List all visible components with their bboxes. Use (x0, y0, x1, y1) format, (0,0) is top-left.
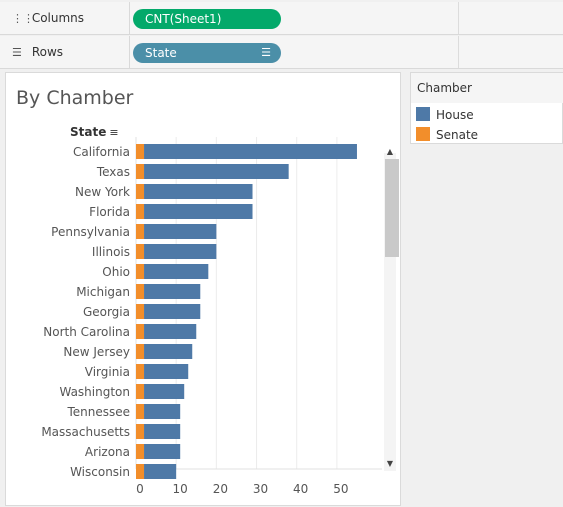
bar-chart: California Texas New York Florida Pennsylvan… (41, 137, 382, 496)
rows-shelf-label: ☰ Rows (0, 36, 130, 68)
bar-segment (136, 284, 145, 299)
scrollbar-thumb[interactable] (385, 159, 399, 257)
rows-shelf: ☰ Rows State ☰ (0, 36, 563, 69)
bar-segment (136, 304, 145, 319)
category-label: New Jersey (63, 345, 130, 359)
category-label: Pennsylvania (51, 225, 130, 239)
category-label: Illinois (92, 245, 130, 259)
bar-segment (144, 404, 181, 419)
bar-segment (144, 424, 181, 439)
bar-segment (136, 404, 145, 419)
bar-segment (144, 244, 217, 259)
x-tick-label: 0 (136, 482, 144, 496)
bar-segment (144, 344, 193, 359)
category-label: Massachusetts (41, 425, 130, 439)
category-label: North Carolina (43, 325, 130, 339)
bar-segment (136, 344, 145, 359)
bar-segment (136, 184, 145, 199)
bar-segment (136, 464, 145, 479)
bar-segment (144, 324, 197, 339)
bar-segment (136, 444, 145, 459)
x-tick-label: 40 (293, 482, 308, 496)
shelf-divider (458, 2, 459, 34)
bar-segment (136, 244, 145, 259)
bar-segment (144, 144, 357, 159)
columns-shelf: ⋮⋮ Columns CNT(Sheet1) (0, 2, 563, 35)
sheet-title: By Chamber (16, 87, 134, 109)
bar-segment (144, 204, 253, 219)
category-label: Ohio (102, 265, 130, 279)
bar-segment (136, 424, 145, 439)
category-label: California (73, 145, 130, 159)
x-tick-label: 10 (173, 482, 188, 496)
category-label: Washington (59, 385, 130, 399)
bar-segment (136, 384, 145, 399)
category-label: Texas (96, 165, 130, 179)
columns-pill-cnt-sheet1[interactable]: CNT(Sheet1) (133, 9, 281, 29)
rows-pill-state[interactable]: State ☰ (133, 43, 281, 63)
bar-segment (136, 324, 145, 339)
rows-icon: ☰ (12, 46, 22, 59)
sort-descending-icon[interactable]: ☰ (261, 46, 271, 59)
columns-label-text: Columns (31, 11, 85, 25)
x-tick-label: 20 (213, 482, 228, 496)
sort-icon[interactable]: ≡ (109, 126, 119, 139)
shelf-divider (458, 36, 459, 68)
category-label: Arizona (85, 445, 130, 459)
category-label: Florida (89, 205, 130, 219)
bar-segment (136, 144, 145, 159)
bar-segment (144, 164, 289, 179)
bar-segment (144, 264, 209, 279)
category-label: Virginia (85, 365, 130, 379)
worksheet-view: By Chamber State ≡ California Texas New Yor… (5, 72, 401, 506)
rows-label-text: Rows (31, 45, 64, 59)
bar-segment (144, 384, 185, 399)
bar-segment (144, 224, 217, 239)
rows-pill-label: State (145, 46, 177, 60)
category-label: Michigan (76, 285, 130, 299)
legend-label-senate: Senate (436, 128, 479, 142)
bar-segment (144, 284, 201, 299)
category-label: Tennessee (66, 405, 130, 419)
bar-segment (136, 204, 145, 219)
columns-pill-label: CNT(Sheet1) (145, 12, 222, 26)
bar-segment (144, 304, 201, 319)
x-tick-label: 50 (333, 482, 348, 496)
legend-swatch-house (416, 107, 430, 121)
legend-item-house[interactable]: House (416, 107, 474, 122)
scroll-up-arrow-icon[interactable]: ▲ (386, 147, 394, 156)
bar-segment (144, 444, 181, 459)
columns-shelf-label: ⋮⋮ Columns (0, 2, 130, 34)
legend-swatch-senate (416, 127, 430, 141)
category-label: Georgia (83, 305, 130, 319)
legend-title: Chamber (411, 73, 563, 103)
columns-icon: ⋮⋮ (12, 12, 34, 25)
bar-segment (136, 164, 145, 179)
scroll-down-arrow-icon[interactable]: ▼ (386, 459, 394, 468)
bar-segment (136, 224, 145, 239)
legend-label-house: House (436, 108, 474, 122)
category-label: New York (75, 185, 130, 199)
bar-segment (144, 464, 177, 479)
row-header-label: State (70, 125, 107, 139)
x-tick-label: 30 (253, 482, 268, 496)
bar-segment (144, 184, 253, 199)
category-label: Wisconsin (70, 465, 130, 479)
legend-item-senate[interactable]: Senate (416, 127, 478, 142)
bar-segment (144, 364, 189, 379)
row-header[interactable]: State ≡ (70, 125, 119, 139)
color-legend: Chamber House Senate (410, 72, 563, 144)
bar-segment (136, 364, 145, 379)
bar-segment (136, 264, 145, 279)
